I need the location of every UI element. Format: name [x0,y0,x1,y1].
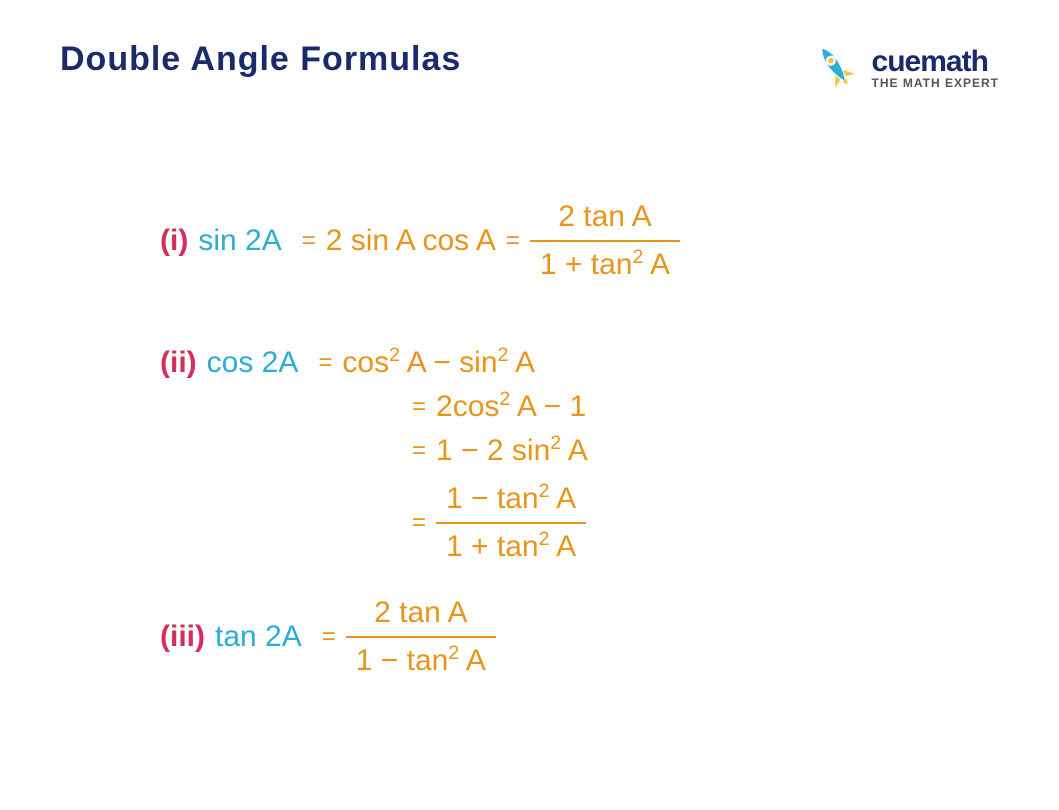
equals-sign: = [322,623,336,651]
formula-rhs: 1 − 2 sin2 A [436,434,588,468]
formula-fraction: 1 − tan2 A 1 + tan2 A [436,478,586,568]
equals-sign: = [318,349,332,377]
formula-rhs: cos2 A − sin2 A [342,346,535,380]
fraction-denominator: 1 + tan2 A [530,240,680,286]
formula-ii-alt2: = 1 − 2 sin2 A [412,434,999,468]
fraction-numerator: 1 − tan2 A [436,478,586,522]
formula-numeral: (ii) [160,346,197,380]
formula-ii: (ii) cos 2A = cos2 A − sin2 A [160,346,999,380]
formula-fraction: 2 tan A 1 − tan2 A [346,592,496,682]
equals-sign: = [302,227,316,255]
formula-iii: (iii) tan 2A = 2 tan A 1 − tan2 A [160,592,999,682]
formula-lhs: sin 2A [198,224,281,258]
equals-sign: = [412,437,426,465]
fraction-denominator: 1 + tan2 A [436,522,586,568]
formula-ii-alt1: = 2cos2 A − 1 [412,390,999,424]
equals-sign: = [506,227,520,255]
fraction-numerator: 2 tan A [548,196,661,240]
formula-numeral: (i) [160,224,188,258]
fraction-numerator: 2 tan A [364,592,477,636]
brand-logo: cuemath THE MATH EXPERT [808,40,999,96]
formula-fraction: 2 tan A 1 + tan2 A [530,196,680,286]
formula-numeral: (iii) [160,620,205,654]
formula-lhs: tan 2A [215,620,302,654]
logo-tagline: THE MATH EXPERT [872,77,999,89]
fraction-denominator: 1 − tan2 A [346,636,496,682]
equals-sign: = [412,509,426,537]
formula-i: (i) sin 2A = 2 sin A cos A = 2 tan A 1 +… [160,196,999,286]
formula-lhs: cos 2A [207,346,299,380]
formula-ii-alt3: = 1 − tan2 A 1 + tan2 A [412,478,999,568]
equals-sign: = [412,393,426,421]
formula-rhs: 2 sin A cos A [326,224,496,258]
page-title: Double Angle Formulas [60,40,461,79]
formulas-container: (i) sin 2A = 2 sin A cos A = 2 tan A 1 +… [60,196,999,682]
rocket-icon [808,40,864,96]
logo-brand-text: cuemath [872,47,999,77]
formula-rhs: 2cos2 A − 1 [436,390,586,424]
